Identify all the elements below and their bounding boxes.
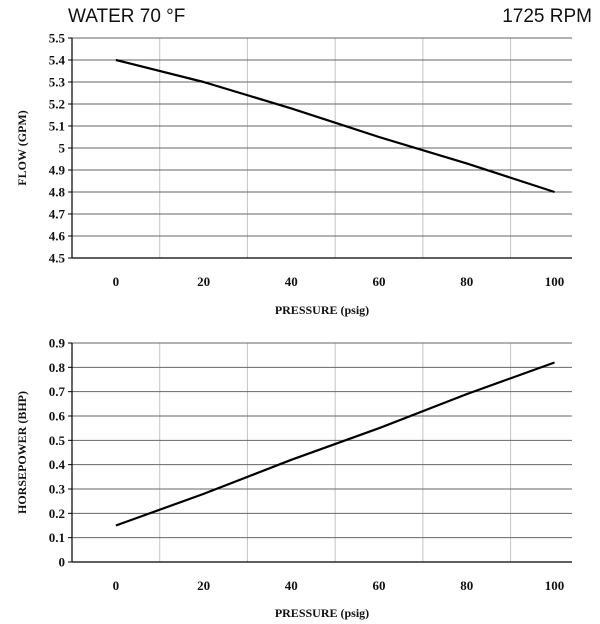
hp-y-axis-label: HORSEPOWER (BHP) — [15, 391, 29, 514]
flow-x-axis-label: PRESSURE (psig) — [275, 303, 369, 317]
flow-x-tick-label: 100 — [545, 274, 565, 289]
flow-y-tick-label: 4.8 — [49, 185, 66, 200]
flow-x-tick-label: 80 — [460, 274, 473, 289]
chart-title-left: WATER 70 °F — [68, 6, 186, 27]
hp-y-tick-label: 0.4 — [49, 457, 66, 472]
hp-y-tick-label: 0.3 — [49, 482, 66, 497]
flow-x-tick-label: 0 — [113, 274, 120, 289]
hp-x-tick-label: 60 — [373, 578, 386, 593]
line-chart-flow: 4.5 4.6 4.7 4.8 4.9 5 5.1 5.2 5.3 5.4 5.5 0 20 40 60 80… — [15, 31, 572, 317]
hp-x-tick-label: 40 — [285, 578, 298, 593]
flow-x-tick-label: 20 — [197, 274, 210, 289]
flow-y-tick-label: 5.1 — [49, 119, 65, 134]
flow-y-tick-label: 4.9 — [49, 163, 66, 178]
flow-y-tick-label: 4.6 — [49, 229, 66, 244]
hp-y-tick-label: 0.2 — [49, 506, 65, 521]
hp-x-tick-label: 80 — [460, 578, 473, 593]
flow-y-tick-label: 4.7 — [49, 207, 66, 222]
hp-x-tick-label: 100 — [545, 578, 565, 593]
flow-y-tick-label: 5.2 — [49, 97, 65, 112]
hp-y-tick-label: 0.8 — [49, 360, 66, 375]
hp-y-tick-label: 0.7 — [49, 384, 66, 399]
hp-series-line — [115, 361, 555, 527]
flow-series-line — [115, 58, 555, 194]
hp-x-tick-label: 20 — [197, 578, 210, 593]
line-chart-hp: 0 0.1 0.2 0.3 0.4 0.5 0.6 0.7 0.8 0.9 0 20 40 60 80 100… — [15, 336, 572, 620]
flow-y-tick-label: 5 — [59, 141, 66, 156]
hp-x-tick-label: 0 — [113, 578, 120, 593]
chart-title-right: 1725 RPM — [502, 6, 592, 27]
hp-y-tick-label: 0.9 — [49, 336, 66, 351]
flow-x-tick-label: 40 — [285, 274, 298, 289]
hp-y-tick-label: 0 — [59, 555, 66, 570]
flow-x-tick-label: 60 — [373, 274, 386, 289]
hp-y-tick-label: 0.6 — [49, 409, 66, 424]
flow-y-tick-label: 5.4 — [49, 53, 66, 68]
hp-x-axis-label: PRESSURE (psig) — [275, 606, 369, 620]
hp-y-tick-label: 0.1 — [49, 530, 65, 545]
flow-y-tick-label: 4.5 — [49, 251, 66, 266]
flow-y-axis-label: FLOW (GPM) — [15, 110, 29, 185]
hp-y-tick-label: 0.5 — [49, 433, 66, 448]
flow-y-tick-label: 5.3 — [49, 75, 66, 90]
flow-y-tick-label: 5.5 — [49, 31, 66, 46]
